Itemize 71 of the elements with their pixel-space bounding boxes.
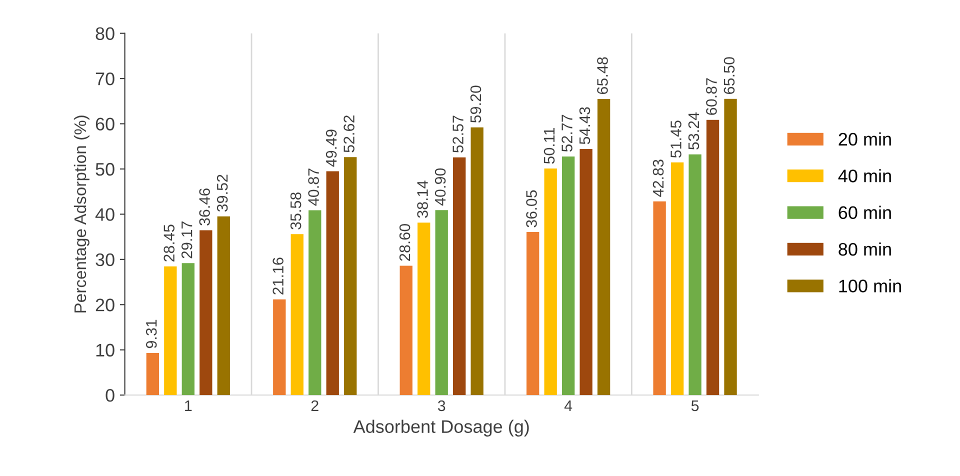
y-tick-label: 30 bbox=[96, 253, 114, 266]
data-label: 9.31 bbox=[146, 320, 157, 348]
bar bbox=[435, 210, 448, 396]
legend-label: 40 min bbox=[838, 169, 891, 182]
legend-label: 100 min bbox=[839, 279, 901, 292]
legend-label: 80 min bbox=[838, 242, 891, 256]
y-tick-label: 80 bbox=[96, 27, 114, 40]
data-label: 28.60 bbox=[399, 224, 410, 261]
y-tick-label: 50 bbox=[96, 162, 114, 176]
data-label: 39.52 bbox=[216, 174, 228, 212]
bar bbox=[470, 127, 484, 396]
data-label: 38.14 bbox=[417, 180, 428, 218]
bar bbox=[326, 171, 339, 396]
data-label: 52.77 bbox=[562, 114, 572, 152]
bar bbox=[526, 232, 540, 396]
data-label: 60.87 bbox=[706, 78, 717, 115]
data-label: 36.05 bbox=[526, 190, 537, 228]
data-label: 21.16 bbox=[272, 258, 284, 294]
bar bbox=[182, 263, 194, 396]
y-axis-title: Percentage Adsorption (%) bbox=[74, 116, 90, 312]
bar bbox=[653, 201, 666, 396]
bar bbox=[562, 156, 575, 396]
data-label: 65.50 bbox=[724, 57, 735, 94]
bar bbox=[418, 222, 430, 396]
bar bbox=[200, 230, 212, 396]
x-tick-label: 4 bbox=[564, 400, 572, 412]
data-label: 42.83 bbox=[652, 160, 664, 197]
bar bbox=[164, 266, 177, 396]
y-tick-label: 70 bbox=[96, 72, 114, 86]
data-label: 52.62 bbox=[344, 116, 354, 152]
data-label: 54.43 bbox=[579, 107, 590, 144]
data-label: 29.17 bbox=[181, 222, 192, 258]
bar bbox=[544, 168, 557, 396]
bar bbox=[146, 352, 160, 396]
data-label: 40.90 bbox=[434, 168, 446, 206]
data-label: 51.45 bbox=[670, 120, 682, 158]
data-label: 28.45 bbox=[164, 224, 175, 262]
x-tick-label: 2 bbox=[311, 400, 318, 412]
data-label: 40.87 bbox=[308, 168, 319, 206]
bar bbox=[670, 162, 684, 396]
bar bbox=[217, 216, 230, 396]
bar bbox=[400, 266, 412, 396]
data-label: 53.24 bbox=[688, 112, 700, 150]
bar bbox=[706, 120, 720, 396]
bar bbox=[290, 234, 304, 396]
y-tick-label: 40 bbox=[95, 208, 114, 221]
y-tick-label: 10 bbox=[96, 344, 114, 357]
legend-label: 60 min bbox=[838, 206, 891, 220]
data-label: 52.57 bbox=[452, 116, 464, 153]
bar bbox=[453, 157, 466, 396]
data-label: 50.11 bbox=[544, 128, 555, 164]
data-label: 49.49 bbox=[326, 130, 337, 167]
bar bbox=[688, 154, 702, 396]
legend-label: 20 min bbox=[838, 132, 891, 146]
bar bbox=[724, 98, 737, 396]
data-label: 65.48 bbox=[597, 57, 608, 94]
bar bbox=[580, 148, 592, 396]
y-tick-label: 20 bbox=[96, 298, 114, 312]
bar bbox=[597, 98, 610, 396]
bar bbox=[273, 299, 286, 396]
data-label: 36.46 bbox=[199, 188, 210, 226]
bar bbox=[344, 157, 357, 396]
data-label: 59.20 bbox=[470, 86, 482, 123]
x-axis-title: Adsorbent Dosage (g) bbox=[353, 420, 529, 437]
x-tick-label: 5 bbox=[691, 400, 699, 412]
y-tick-label: 0 bbox=[106, 389, 114, 402]
data-label: 35.58 bbox=[290, 192, 302, 230]
x-tick-label: 3 bbox=[438, 400, 446, 412]
y-tick-label: 60 bbox=[96, 118, 114, 130]
bar bbox=[308, 210, 322, 396]
x-tick-label: 1 bbox=[185, 400, 192, 412]
